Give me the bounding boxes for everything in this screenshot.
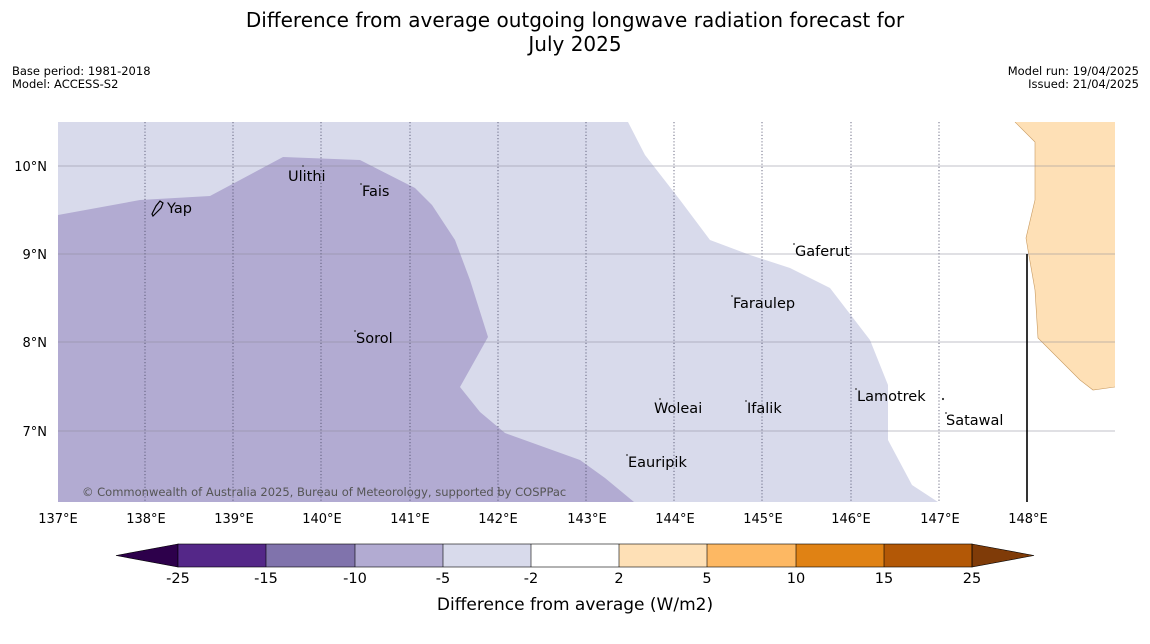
place-yap: Yap bbox=[166, 201, 192, 217]
region-plus2-plus5-outline bbox=[1014, 122, 1115, 391]
base-period: Base period: 1981-2018 bbox=[12, 64, 151, 78]
map-title-line2: July 2025 bbox=[528, 32, 622, 56]
place-fais: Fais bbox=[362, 184, 389, 200]
lon-labels: 137°E 138°E 139°E 140°E 141°E 142°E 143°… bbox=[38, 512, 1048, 527]
lon-label-140e: 140°E bbox=[302, 512, 342, 527]
colorbar-tick: 2 bbox=[614, 571, 623, 587]
region-minus10-minus5 bbox=[58, 157, 634, 502]
colorbar-tick: -10 bbox=[343, 571, 367, 587]
lon-label-147e: 147°E bbox=[920, 512, 960, 527]
base-info: Base period: 1981-2018 Model: ACCESS-S2 bbox=[12, 65, 151, 91]
place-faraulep: Faraulep bbox=[733, 296, 795, 312]
region-near-average bbox=[628, 122, 1115, 502]
run-info: Model run: 19/04/2025 Issued: 21/04/2025 bbox=[1008, 65, 1139, 91]
lat-label-9n: 9°N bbox=[23, 248, 48, 263]
model-name: Model: ACCESS-S2 bbox=[12, 77, 119, 91]
lat-label-10n: 10°N bbox=[14, 160, 47, 175]
lon-label-143e: 143°E bbox=[567, 512, 607, 527]
colorbar-bin-7 bbox=[707, 544, 796, 567]
lon-label-141e: 141°E bbox=[390, 512, 430, 527]
copyright-text: © Commonwealth of Australia 2025, Bureau… bbox=[82, 485, 566, 499]
lon-label-146e: 146°E bbox=[831, 512, 871, 527]
colorbar-bin-9 bbox=[884, 544, 972, 567]
place-ulithi: Ulithi bbox=[288, 169, 326, 185]
lon-label-144e: 144°E bbox=[655, 512, 695, 527]
map-title-line1: Difference from average outgoing longwav… bbox=[245, 8, 905, 32]
colorbar-bin-5 bbox=[531, 544, 619, 567]
colorbar-bin-1 bbox=[178, 544, 266, 567]
colorbar-tick: 15 bbox=[875, 571, 893, 587]
place-woleai: Woleai bbox=[654, 401, 702, 417]
yap-island-outline bbox=[151, 200, 164, 218]
colorbar-tick: -5 bbox=[436, 571, 450, 587]
colorbar-extend-high bbox=[971, 543, 1035, 568]
map-area: Ulithi Fais Yap Gaferut Faraulep Sorol L… bbox=[58, 122, 1115, 502]
place-gaferut: Gaferut bbox=[795, 244, 850, 260]
colorbar-tick: 25 bbox=[963, 571, 981, 587]
lon-label-139e: 139°E bbox=[214, 512, 254, 527]
lat-grid bbox=[58, 165, 1115, 432]
lon-label-138e: 138°E bbox=[126, 512, 166, 527]
island-markers bbox=[302, 165, 947, 456]
issued-date: Issued: 21/04/2025 bbox=[1028, 77, 1139, 91]
colorbar-tick: -15 bbox=[254, 571, 278, 587]
lon-label-142e: 142°E bbox=[478, 512, 518, 527]
lon-grid bbox=[144, 122, 940, 502]
colorbar-ticks: -25 -15 -10 -5 -2 2 5 10 15 25 bbox=[166, 571, 981, 587]
lon-label-137e: 137°E bbox=[38, 512, 78, 527]
colorbar-tick: -2 bbox=[524, 571, 538, 587]
colorbar-tick: 5 bbox=[702, 571, 711, 587]
lat-labels: 10°N 9°N 8°N 7°N bbox=[14, 160, 47, 440]
colorbar-tick: 10 bbox=[787, 571, 805, 587]
colorbar-tick: -25 bbox=[166, 571, 190, 587]
place-sorol: Sorol bbox=[356, 331, 393, 347]
region-plus2-plus5 bbox=[1015, 122, 1115, 390]
lon-label-148e: 148°E bbox=[1008, 512, 1048, 527]
colorbar-bin-2 bbox=[266, 544, 355, 567]
model-run: Model run: 19/04/2025 bbox=[1007, 64, 1139, 78]
lon-label-145e: 145°E bbox=[743, 512, 783, 527]
place-satawal: Satawal bbox=[946, 413, 1003, 429]
colorbar-bin-8 bbox=[796, 544, 884, 567]
lat-label-8n: 8°N bbox=[23, 336, 48, 351]
colorbar-title: Difference from average (W/m2) bbox=[437, 595, 713, 615]
colorbar-bin-6 bbox=[619, 544, 707, 567]
place-lamotrek: Lamotrek bbox=[857, 389, 926, 405]
map-title: Difference from average outgoing longwav… bbox=[0, 8, 1150, 56]
colorbar: -25 -15 -10 -5 -2 2 5 10 15 25 Differenc… bbox=[115, 543, 1035, 615]
colorbar-extend-low bbox=[115, 543, 179, 568]
place-eauripik: Eauripik bbox=[628, 455, 687, 471]
place-ifalik: Ifalik bbox=[747, 401, 782, 417]
lat-label-7n: 7°N bbox=[23, 425, 48, 440]
colorbar-bin-3 bbox=[355, 544, 443, 567]
colorbar-bin-4 bbox=[443, 544, 531, 567]
